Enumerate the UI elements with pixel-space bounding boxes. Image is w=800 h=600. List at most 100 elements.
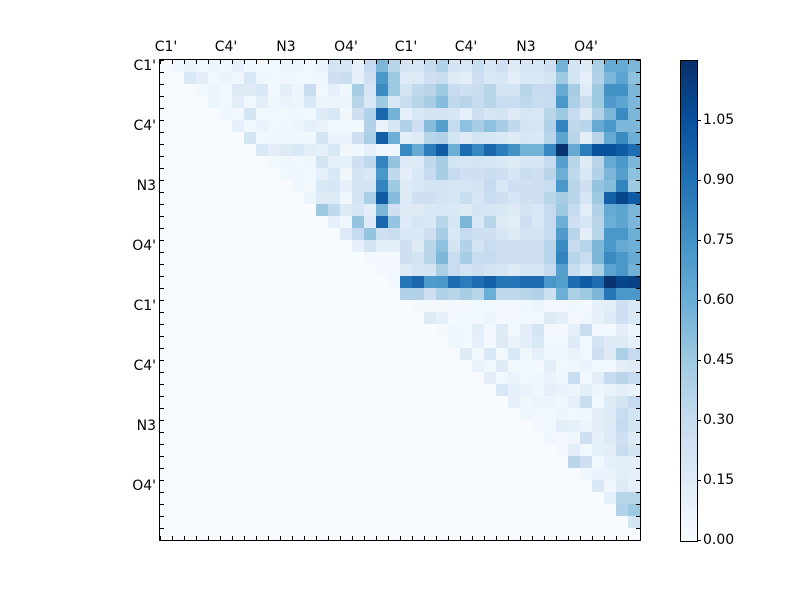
heatmap-cell — [304, 456, 316, 468]
heatmap-cell — [328, 492, 340, 504]
heatmap-cell — [484, 180, 496, 192]
heatmap-cell — [280, 432, 292, 444]
heatmap-cell — [616, 360, 628, 372]
heatmap-cell — [244, 144, 256, 156]
heatmap-cell — [340, 276, 352, 288]
heatmap-cell — [520, 444, 532, 456]
x-tick — [364, 60, 365, 64]
heatmap-cell — [292, 228, 304, 240]
heatmap-cell — [316, 504, 328, 516]
heatmap-cell — [448, 216, 460, 228]
heatmap-cell — [448, 180, 460, 192]
heatmap-cell — [220, 216, 232, 228]
heatmap-cell — [388, 264, 400, 276]
heatmap-cell — [316, 156, 328, 168]
heatmap-cell — [628, 384, 640, 396]
y-tick — [636, 216, 640, 217]
heatmap-cell — [532, 204, 544, 216]
x-tick — [436, 60, 437, 64]
heatmap-cell — [352, 528, 364, 540]
heatmap-cell — [328, 300, 340, 312]
heatmap-cell — [556, 240, 568, 252]
heatmap-cell — [208, 192, 220, 204]
heatmap-cell — [544, 252, 556, 264]
heatmap-cell — [244, 108, 256, 120]
heatmap-cell — [196, 96, 208, 108]
heatmap-cell — [424, 528, 436, 540]
heatmap-cell — [304, 396, 316, 408]
heatmap-cell — [352, 420, 364, 432]
heatmap-cell — [184, 372, 196, 384]
heatmap-cell — [400, 312, 412, 324]
heatmap-cell — [604, 228, 616, 240]
heatmap-cell — [292, 504, 304, 516]
heatmap-cell — [616, 384, 628, 396]
heatmap-cell — [268, 528, 280, 540]
heatmap-cell — [196, 168, 208, 180]
heatmap-cell — [376, 108, 388, 120]
heatmap-cell — [424, 504, 436, 516]
heatmap-cell — [568, 288, 580, 300]
heatmap-cell — [388, 276, 400, 288]
heatmap-cell — [556, 396, 568, 408]
heatmap-cell — [268, 360, 280, 372]
heatmap-cell — [436, 168, 448, 180]
heatmap-cell — [532, 300, 544, 312]
x-tick — [484, 536, 485, 540]
x-tick — [292, 536, 293, 540]
x-tick-label: O4' — [574, 39, 598, 55]
heatmap-cell — [340, 156, 352, 168]
heatmap-cell — [484, 492, 496, 504]
heatmap-cell — [340, 120, 352, 132]
heatmap-cell — [244, 468, 256, 480]
heatmap-cell — [196, 528, 208, 540]
heatmap-cell — [376, 492, 388, 504]
heatmap-cell — [400, 420, 412, 432]
heatmap-cell — [160, 84, 172, 96]
heatmap-cell — [580, 396, 592, 408]
heatmap-cell — [436, 228, 448, 240]
heatmap-cell — [544, 324, 556, 336]
heatmap-cell — [268, 132, 280, 144]
heatmap-cell — [340, 480, 352, 492]
heatmap-cell — [328, 264, 340, 276]
heatmap-cell — [268, 336, 280, 348]
x-tick — [580, 536, 581, 540]
heatmap-cell — [364, 468, 376, 480]
heatmap-cell — [220, 108, 232, 120]
heatmap-cell — [400, 480, 412, 492]
heatmap-cell — [268, 420, 280, 432]
heatmap-cell — [556, 444, 568, 456]
heatmap-cell — [628, 492, 640, 504]
heatmap-cell — [256, 132, 268, 144]
x-tick — [316, 60, 317, 64]
x-tick — [160, 60, 161, 64]
heatmap-cell — [412, 108, 424, 120]
heatmap-cell — [268, 108, 280, 120]
heatmap-cell — [208, 84, 220, 96]
heatmap-cell — [376, 252, 388, 264]
x-tick — [496, 536, 497, 540]
heatmap-cell — [196, 324, 208, 336]
heatmap-cell — [292, 72, 304, 84]
heatmap-cell — [160, 312, 172, 324]
heatmap-cell — [316, 120, 328, 132]
heatmap-cell — [580, 60, 592, 72]
heatmap-cell — [604, 456, 616, 468]
heatmap-cell — [292, 420, 304, 432]
heatmap-cell — [364, 132, 376, 144]
heatmap-cell — [364, 492, 376, 504]
heatmap-cell — [556, 216, 568, 228]
heatmap-cell — [484, 324, 496, 336]
heatmap-cell — [256, 240, 268, 252]
heatmap-cell — [304, 336, 316, 348]
heatmap-cell — [172, 384, 184, 396]
heatmap-cell — [460, 84, 472, 96]
heatmap-cell — [544, 276, 556, 288]
heatmap-cell — [268, 432, 280, 444]
x-tick — [172, 60, 173, 64]
heatmap-cell — [592, 240, 604, 252]
heatmap-cell — [256, 108, 268, 120]
heatmap-cell — [460, 504, 472, 516]
heatmap-cell — [520, 372, 532, 384]
